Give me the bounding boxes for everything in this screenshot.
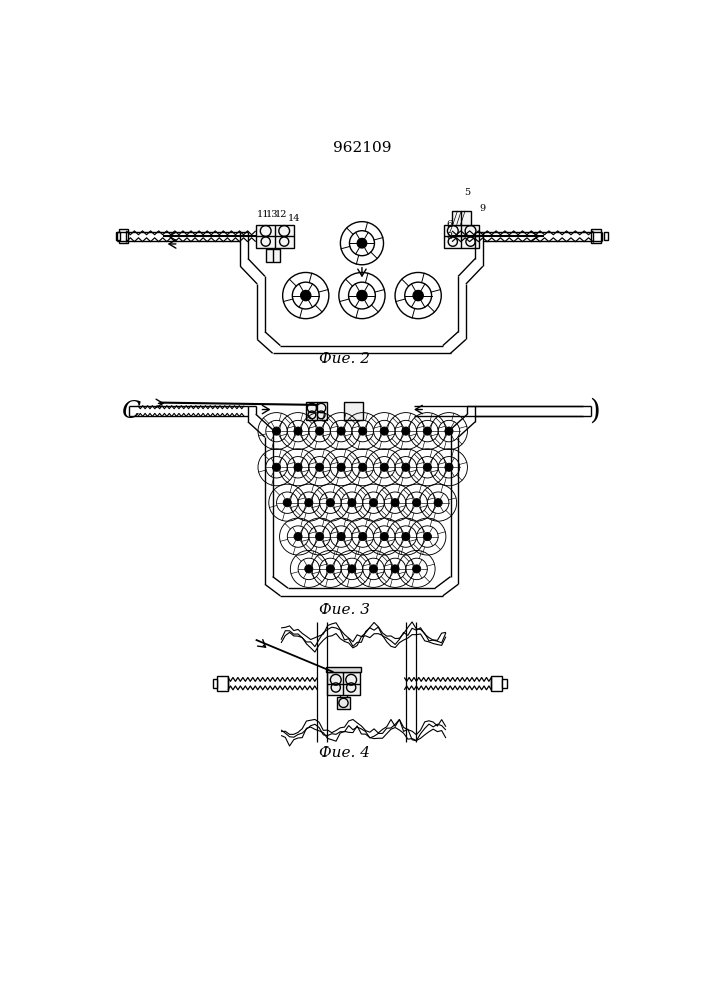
Text: 8: 8 xyxy=(446,232,452,241)
Bar xyxy=(604,232,608,240)
Bar xyxy=(266,249,279,262)
Circle shape xyxy=(391,499,399,507)
Text: Фие. 2: Фие. 2 xyxy=(319,352,370,366)
Text: 12: 12 xyxy=(275,210,287,219)
Text: ): ) xyxy=(589,398,600,425)
Bar xyxy=(119,229,128,243)
Text: Фие. 3: Фие. 3 xyxy=(319,603,370,617)
Circle shape xyxy=(315,463,324,471)
Circle shape xyxy=(402,533,410,541)
Bar xyxy=(344,402,363,420)
Circle shape xyxy=(337,463,345,471)
Text: 9: 9 xyxy=(480,204,486,213)
Circle shape xyxy=(294,463,302,471)
Text: 13: 13 xyxy=(266,210,278,219)
Circle shape xyxy=(348,565,356,573)
Circle shape xyxy=(370,565,378,573)
Bar xyxy=(327,672,360,695)
Bar xyxy=(452,211,472,225)
Circle shape xyxy=(413,499,421,507)
Bar xyxy=(326,667,361,672)
Circle shape xyxy=(272,427,281,435)
Bar xyxy=(491,676,502,691)
Bar xyxy=(592,229,601,243)
Text: 11: 11 xyxy=(257,210,269,219)
Circle shape xyxy=(402,463,410,471)
Circle shape xyxy=(348,499,356,507)
Circle shape xyxy=(357,290,367,301)
Circle shape xyxy=(445,427,453,435)
Text: C: C xyxy=(121,400,140,423)
Bar xyxy=(305,402,327,420)
Circle shape xyxy=(300,290,311,301)
Circle shape xyxy=(423,427,431,435)
Circle shape xyxy=(358,463,367,471)
Circle shape xyxy=(358,533,367,541)
Bar xyxy=(502,679,507,688)
Circle shape xyxy=(315,427,324,435)
Circle shape xyxy=(315,533,324,541)
Bar xyxy=(217,676,228,691)
Text: 5: 5 xyxy=(464,188,470,197)
Circle shape xyxy=(337,427,345,435)
Circle shape xyxy=(413,565,421,573)
Circle shape xyxy=(294,427,302,435)
Circle shape xyxy=(391,565,399,573)
Bar xyxy=(115,232,120,240)
Circle shape xyxy=(370,499,378,507)
Text: 962109: 962109 xyxy=(333,141,391,155)
Circle shape xyxy=(284,499,291,507)
Bar xyxy=(444,225,479,248)
Circle shape xyxy=(413,290,423,301)
Bar xyxy=(213,679,217,688)
Text: 7: 7 xyxy=(446,226,452,235)
Circle shape xyxy=(434,499,443,507)
Text: 6: 6 xyxy=(446,220,452,229)
Circle shape xyxy=(305,565,313,573)
Circle shape xyxy=(357,238,367,248)
Circle shape xyxy=(272,463,281,471)
Circle shape xyxy=(294,533,302,541)
Circle shape xyxy=(358,427,367,435)
Circle shape xyxy=(380,533,388,541)
Text: 14: 14 xyxy=(288,214,300,223)
Circle shape xyxy=(402,427,410,435)
Circle shape xyxy=(380,427,388,435)
Circle shape xyxy=(327,565,334,573)
Circle shape xyxy=(305,499,313,507)
Circle shape xyxy=(380,463,388,471)
Circle shape xyxy=(423,463,431,471)
Circle shape xyxy=(327,499,334,507)
Circle shape xyxy=(337,533,345,541)
Bar xyxy=(256,225,294,248)
Circle shape xyxy=(423,533,431,541)
Bar xyxy=(337,697,351,709)
Text: Фие. 4: Фие. 4 xyxy=(319,746,370,760)
Circle shape xyxy=(445,463,453,471)
